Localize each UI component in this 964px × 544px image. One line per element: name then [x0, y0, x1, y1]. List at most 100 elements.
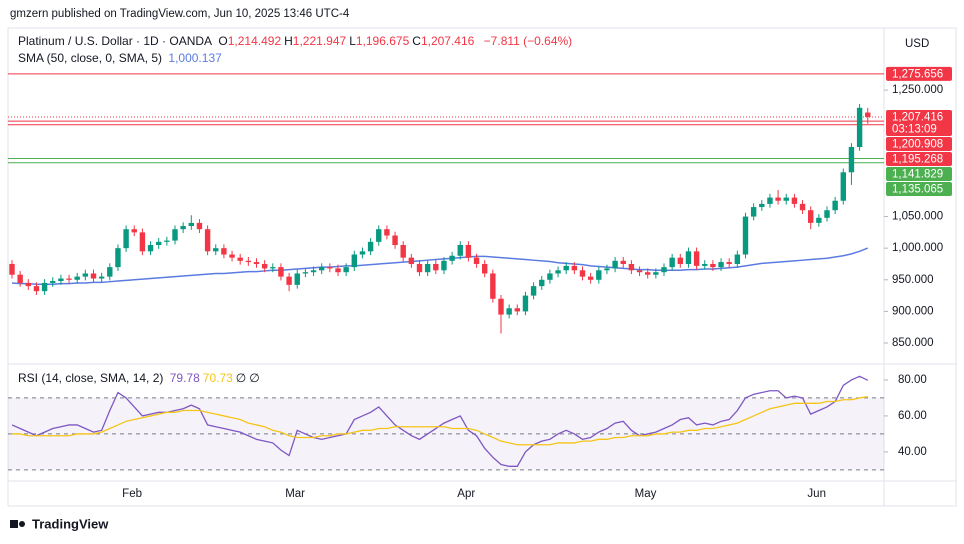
candle-body [718, 262, 724, 268]
candle-body [107, 267, 113, 277]
candle-body [856, 107, 863, 147]
candle-body [286, 276, 292, 285]
candle-body [261, 263, 268, 269]
ohlc-value: 1,207.416 [420, 34, 475, 48]
candle-body [270, 267, 276, 269]
candle-body [41, 282, 48, 292]
candle-body [58, 278, 64, 282]
candle-body [319, 267, 325, 271]
candle-body [139, 232, 146, 252]
candle-body [384, 229, 390, 236]
candle-body [302, 272, 309, 274]
candle-body [50, 281, 56, 283]
candle-body [359, 251, 366, 255]
candle-body [343, 267, 349, 273]
candle-body [237, 257, 243, 261]
candle-body [9, 263, 15, 275]
candle-body [555, 270, 561, 274]
candle-body [147, 245, 154, 252]
y-tick-label: 1,050.000 [892, 211, 943, 223]
candle-body [74, 276, 80, 280]
candle-body [636, 270, 643, 273]
candle-body [123, 229, 129, 249]
candle-body [196, 222, 203, 230]
change: −7.811 (−0.64%) [483, 34, 573, 48]
candle-body [522, 295, 529, 312]
candle-body [98, 276, 105, 279]
candle-body [449, 255, 455, 261]
candle-body [465, 245, 472, 258]
candle-body [457, 245, 463, 256]
y-tick-label: 1,000.000 [892, 242, 943, 254]
candle-body [335, 268, 341, 273]
candle-body [164, 240, 170, 242]
candle-body [172, 229, 178, 241]
x-tick-label: Feb [122, 488, 142, 500]
candle-body [816, 217, 822, 223]
price-label: 1,275.656 [886, 66, 952, 81]
candle-body [473, 257, 480, 264]
candle-body [131, 229, 137, 233]
candle-body [539, 279, 545, 287]
candle-body [734, 254, 741, 264]
candle-body [433, 263, 439, 271]
candle-body [702, 263, 708, 266]
candle-body [612, 260, 618, 269]
price-label-box [886, 152, 952, 167]
candle-body [563, 265, 569, 271]
candle-body [710, 263, 716, 268]
y-tick-label: 950.000 [892, 274, 934, 286]
x-tick-label: Apr [457, 488, 475, 500]
candle-body [82, 273, 89, 277]
price-label-text: 1,195.268 [892, 154, 943, 166]
rsi-line [12, 395, 868, 446]
price-label-box [886, 110, 952, 137]
candle-body [213, 248, 219, 252]
sma-legend: SMA (50, close, 0, SMA, 5) 1,000.137 [18, 51, 225, 65]
candle-body [726, 262, 732, 264]
candle-body [693, 251, 700, 266]
candle-body [767, 197, 773, 204]
candle-body [685, 251, 692, 264]
footer: TradingView [32, 516, 109, 531]
x-tick-label: May [635, 488, 657, 500]
candle-body [490, 273, 496, 299]
rsi-value: ∅ [235, 371, 247, 385]
candle-body [294, 273, 300, 285]
rsi-values: 79.78 70.73 ∅ ∅ [170, 371, 263, 385]
candle-body [669, 257, 675, 268]
price-label-text: 1,141.829 [892, 169, 943, 181]
rsi-value: 70.73 [202, 371, 233, 385]
candle-body [759, 203, 765, 208]
candle-body [840, 172, 846, 201]
candle-body [90, 273, 97, 279]
candle-body [33, 286, 40, 292]
candle-body [66, 278, 72, 280]
candle-body [482, 263, 488, 274]
candle-body [498, 298, 504, 315]
candle-body [441, 260, 447, 271]
candle-body [514, 308, 520, 312]
price-legend: Platinum / U.S. Dollar · 1D · OANDA O1,2… [18, 34, 575, 48]
candle-body [221, 248, 227, 255]
price-label-text: 1,200.908 [892, 139, 943, 151]
price-label: 1,135.065 [886, 182, 952, 197]
price-label-text: 1,135.065 [892, 184, 943, 196]
candle-body [25, 282, 31, 287]
candle-body [156, 241, 162, 246]
candle-body [115, 248, 121, 268]
candle-body [808, 210, 814, 223]
candle-body [327, 267, 333, 269]
ohlc-key: O [218, 34, 228, 48]
candle-body [653, 272, 659, 275]
currency: USD [905, 38, 929, 50]
price-label-text: 1,207.416 [892, 112, 943, 124]
candle-body [506, 308, 512, 315]
candle-body [865, 112, 871, 118]
ohlc: O1,214.492 H1,221.947 L1,196.675 C1,207.416 [218, 34, 477, 48]
ohlc-key: H [284, 34, 293, 48]
y-tick-label: 80.00 [898, 374, 927, 386]
